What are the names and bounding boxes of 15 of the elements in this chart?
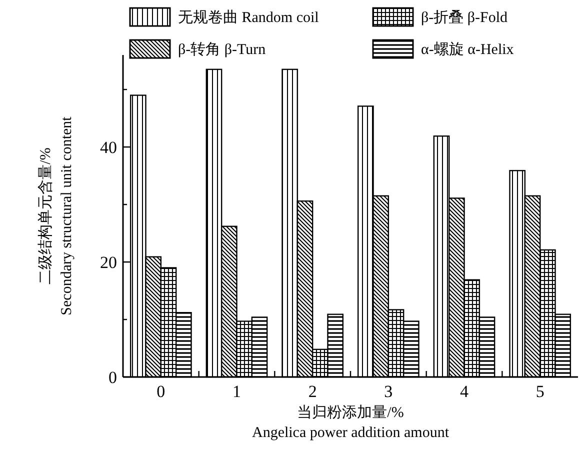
x-tick-label: 0 [156,382,166,401]
legend-label: β-转角 β-Turn [178,41,266,58]
legend-label: β-折叠 β-Fold [421,9,508,26]
legend-label: 无规卷曲 Random coil [178,9,319,26]
y-tick-label: 0 [108,368,117,387]
y-axis-title: 二级结构单元含量/% Secondary structural unit content [37,116,75,316]
x-tick-label: 5 [536,382,544,401]
x-axis-title: 当归粉添加量/% Angelica power addition amount [252,404,450,441]
legend-label: α-螺旋 α-Helix [421,41,514,58]
x-tick-label: 4 [460,382,469,401]
x-tick-label: 1 [232,382,241,401]
y-tick-label: 20 [100,252,117,272]
y-tick-label: 40 [100,138,117,157]
x-tick-label: 2 [308,382,317,401]
x-tick-label: 3 [384,382,393,401]
